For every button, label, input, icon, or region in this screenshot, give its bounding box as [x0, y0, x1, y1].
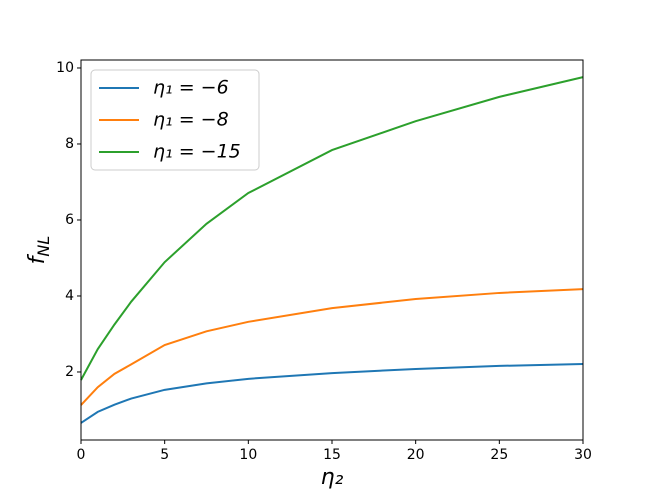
x-tick-label: 10: [239, 447, 257, 463]
legend-label: η₁ = −15: [153, 141, 241, 163]
x-tick-label: 30: [574, 447, 592, 463]
x-axis-label: η₂: [321, 465, 344, 490]
x-tick-label: 20: [407, 447, 425, 463]
y-axis-label: fNL: [25, 236, 53, 265]
legend-label: η₁ = −6: [153, 77, 229, 99]
legend-label: η₁ = −8: [153, 109, 229, 131]
x-tick-label: 15: [323, 447, 341, 463]
y-axis-label-sub: NL: [34, 236, 53, 257]
x-tick-label: 25: [490, 447, 508, 463]
y-tick-label: 10: [56, 60, 74, 76]
y-axis-label-main: f: [25, 253, 50, 264]
y-tick-label: 8: [65, 136, 74, 152]
plot-frame: [80, 59, 584, 441]
y-tick-label: 2: [65, 364, 74, 380]
series-line: [80, 76, 584, 381]
series-line: [80, 288, 584, 406]
legend-box: [90, 69, 260, 171]
y-tick-label: 4: [65, 288, 74, 304]
series-line: [80, 363, 584, 424]
x-tick-label: 0: [77, 447, 86, 463]
y-tick-label: 6: [65, 212, 74, 228]
x-tick-label: 5: [160, 447, 169, 463]
